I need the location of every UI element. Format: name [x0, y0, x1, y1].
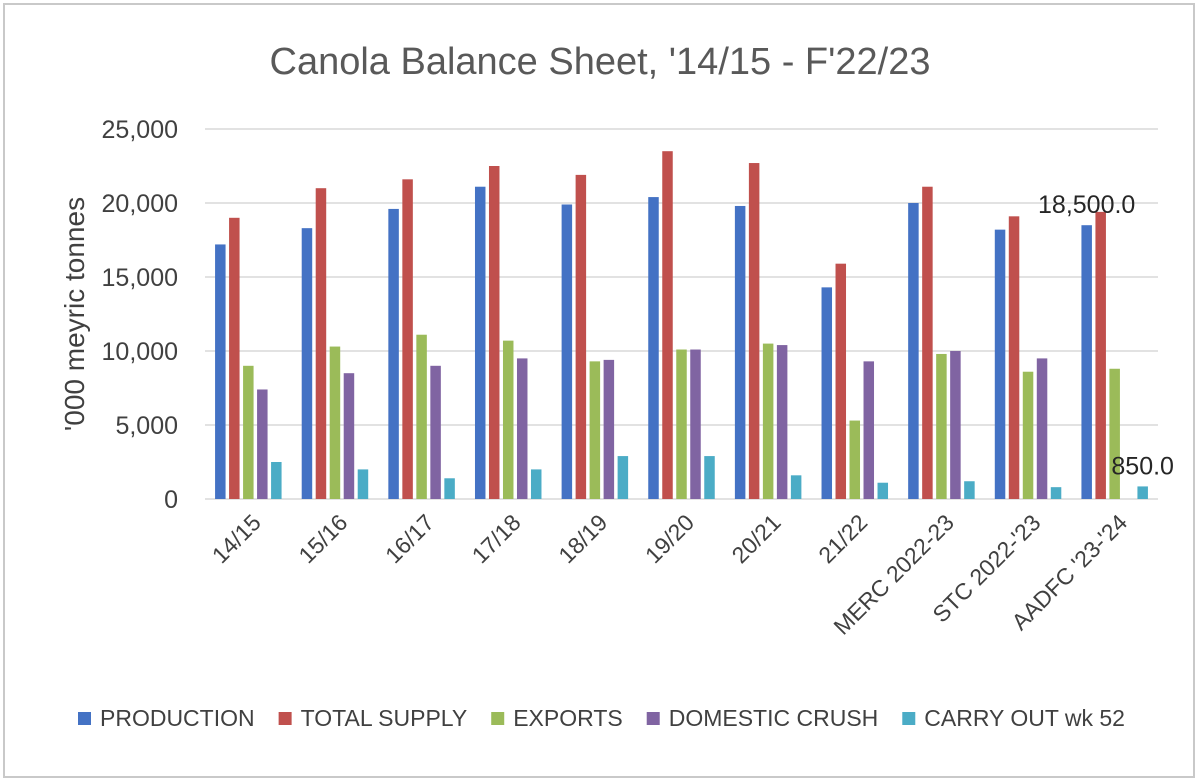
x-tick-label: 19/20: [640, 509, 699, 568]
bar-production-2: [388, 208, 399, 500]
bar-total-supply-9: [1008, 216, 1020, 499]
bar-exports-6: [762, 343, 774, 499]
y-axis-ticks: 0 5,000 10,000 15,000 20,000 25,000: [102, 116, 178, 514]
data-label: 18,500.0: [1038, 191, 1135, 219]
bar-carry-out-wk-52-9: [1050, 487, 1062, 499]
bar-total-supply-2: [402, 179, 413, 499]
x-tick-label: 21/22: [813, 509, 872, 568]
legend-swatch: [491, 712, 505, 725]
legend-label: EXPORTS: [513, 705, 623, 731]
bar-carry-out-wk-52-2: [444, 478, 455, 499]
bar-domestic-crush-9: [1036, 358, 1048, 499]
bar-domestic-crush-8: [950, 351, 961, 499]
y-tick-label: 10,000: [102, 338, 178, 366]
legend-swatch: [278, 712, 292, 725]
bars: [215, 151, 1148, 500]
bar-production-9: [994, 229, 1006, 499]
bar-exports-4: [589, 361, 601, 499]
bar-carry-out-wk-52-6: [790, 475, 802, 499]
bar-domestic-crush-2: [430, 365, 441, 499]
bar-total-supply-6: [748, 163, 760, 500]
bar-domestic-crush-1: [343, 373, 355, 499]
bar-exports-2: [416, 334, 427, 499]
bar-production-3: [474, 186, 486, 499]
x-tick-label: 20/21: [727, 509, 786, 568]
bar-total-supply-5: [662, 151, 673, 499]
y-tick-label: 25,000: [102, 116, 178, 144]
legend-swatch: [78, 712, 91, 725]
bar-total-supply-4: [575, 174, 587, 499]
bar-production-10: [1081, 225, 1092, 499]
legend-swatch: [902, 712, 916, 725]
bar-exports-3: [502, 340, 514, 499]
legend-label: PRODUCTION: [100, 705, 255, 731]
bar-domestic-crush-0: [257, 389, 268, 499]
category-labels: 14/15 15/16 16/17 17/18 18/19 19/20 20/21 21/22…: [207, 509, 1133, 640]
bar-exports-8: [936, 353, 947, 499]
legend-label: TOTAL SUPPLY: [301, 705, 468, 731]
x-tick-label: 17/18: [467, 509, 526, 568]
bar-total-supply-8: [922, 186, 933, 499]
bar-carry-out-wk-52-10: [1137, 486, 1148, 499]
bar-total-supply-0: [229, 217, 240, 500]
bar-carry-out-wk-52-5: [704, 456, 715, 499]
legend-label: DOMESTIC CRUSH: [669, 705, 879, 731]
legend-label: CARRY OUT wk 52: [924, 705, 1125, 731]
bar-production-0: [215, 244, 226, 499]
data-labels: 18,500.0 850.0: [1038, 191, 1174, 480]
bar-production-6: [734, 205, 746, 499]
bar-production-5: [648, 197, 659, 499]
chart-title: Canola Balance Sheet, '14/15 - F'22/23: [270, 41, 931, 83]
x-tick-label: 16/17: [380, 509, 439, 568]
bar-carry-out-wk-52-8: [964, 481, 975, 499]
bar-total-supply-10: [1095, 211, 1106, 499]
bar-domestic-crush-5: [690, 349, 701, 499]
legend-swatch: [646, 712, 660, 725]
bar-total-supply-3: [488, 166, 500, 499]
bar-exports-1: [329, 346, 341, 499]
y-axis-label: '000 meyric tonnes: [59, 197, 90, 431]
bar-domestic-crush-3: [516, 358, 528, 499]
x-tick-label: 15/16: [293, 509, 352, 568]
x-tick-label: 14/15: [207, 509, 266, 568]
bar-exports-9: [1022, 371, 1034, 499]
bar-domestic-crush-7: [863, 361, 875, 499]
bar-production-4: [561, 204, 573, 500]
bar-production-8: [908, 203, 919, 499]
bar-production-7: [821, 287, 833, 499]
bar-domestic-crush-4: [603, 359, 615, 499]
bar-domestic-crush-6: [776, 345, 788, 499]
bar-exports-10: [1109, 368, 1120, 499]
bar-exports-0: [243, 365, 254, 499]
bar-carry-out-wk-52-0: [271, 462, 282, 499]
x-tick-label: 18/19: [553, 509, 612, 568]
y-tick-label: 20,000: [102, 190, 178, 218]
bar-carry-out-wk-52-3: [530, 469, 542, 499]
bar-total-supply-7: [835, 263, 847, 499]
bar-production-1: [301, 228, 313, 499]
bar-exports-7: [849, 420, 861, 499]
y-tick-label: 15,000: [102, 264, 178, 292]
y-tick-label: 0: [164, 486, 178, 514]
y-tick-label: 5,000: [115, 412, 178, 440]
legend: PRODUCTION TOTAL SUPPLY EXPORTS DOMESTIC CR…: [78, 705, 1125, 731]
bar-exports-5: [676, 349, 687, 499]
bar-carry-out-wk-52-4: [617, 456, 629, 499]
data-label: 850.0: [1111, 452, 1174, 480]
bar-carry-out-wk-52-7: [877, 482, 889, 499]
bar-carry-out-wk-52-1: [357, 469, 369, 499]
bar-total-supply-1: [315, 188, 327, 499]
